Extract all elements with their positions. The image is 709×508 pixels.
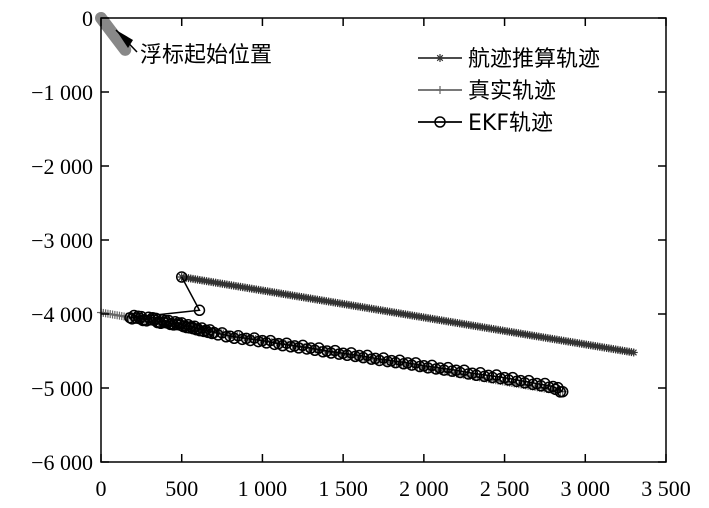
legend-label: EKF轨迹 <box>468 111 553 136</box>
start-marker-body <box>95 12 132 56</box>
data-point <box>175 271 188 283</box>
legend-label: 真实轨迹 <box>468 79 556 104</box>
annotation: 浮标起始位置 <box>115 29 272 68</box>
annotation-text: 浮标起始位置 <box>140 43 272 68</box>
annotation-arrowhead <box>116 30 133 48</box>
data-point <box>349 350 361 363</box>
x-tick-label: 0 <box>96 476 107 501</box>
data-point <box>478 370 491 383</box>
data-point <box>128 309 140 322</box>
data-point <box>268 338 281 351</box>
data-point <box>142 311 155 324</box>
legend-marker <box>436 86 444 94</box>
plot-layer <box>95 12 638 398</box>
x-tick-label: 1 500 <box>318 476 368 501</box>
plot-frame <box>100 17 667 463</box>
legend-item: 航迹推算轨迹 <box>418 47 600 72</box>
y-tick-label: 0 <box>82 6 93 31</box>
data-point <box>317 346 329 358</box>
data-point <box>220 331 232 343</box>
y-tick-label: −5 000 <box>31 376 93 401</box>
series-2 <box>124 271 569 398</box>
data-point <box>430 363 442 375</box>
y-tick-label: −1 000 <box>31 80 93 105</box>
x-tick-label: 3 000 <box>561 476 611 501</box>
data-point <box>365 353 378 365</box>
data-point <box>236 333 248 346</box>
data-point <box>397 358 410 370</box>
data-point <box>264 334 277 347</box>
y-tick-label: −3 000 <box>31 228 93 253</box>
data-point <box>543 381 555 394</box>
data-point <box>301 343 313 355</box>
data-point <box>410 357 422 369</box>
data-point <box>523 374 535 387</box>
legend-item: EKF轨迹 <box>418 111 553 136</box>
data-point <box>494 372 507 385</box>
x-tick-label: 2 000 <box>399 476 449 501</box>
legend-marker <box>434 116 446 128</box>
data-point <box>539 377 551 390</box>
data-point <box>381 355 394 368</box>
data-point <box>137 314 149 327</box>
data-point <box>361 349 374 362</box>
data-point <box>458 364 470 376</box>
data-point <box>252 335 265 348</box>
data-point <box>629 348 638 357</box>
data-point <box>284 341 297 353</box>
y-tick-label: −4 000 <box>31 302 93 327</box>
x-tick-label: 1 000 <box>238 476 288 501</box>
x-tick-label: 3 500 <box>641 476 691 501</box>
data-point <box>414 360 426 373</box>
data-point <box>446 365 458 377</box>
legend-item: 真实轨迹 <box>418 79 556 104</box>
legend-marker <box>436 54 444 62</box>
axis-layer: 0 500 1 000 1 500 2 000 2 500 3 000 3 500 0 −1 00… <box>31 6 691 501</box>
y-tick-label: −2 000 <box>31 154 93 179</box>
data-point <box>462 368 474 380</box>
data-point <box>554 386 567 398</box>
legend-label: 航迹推算轨迹 <box>468 47 600 72</box>
y-tick-label: −6 000 <box>31 450 93 475</box>
data-point <box>527 378 539 391</box>
data-point <box>506 371 519 384</box>
data-point <box>216 327 228 339</box>
x-tick-label: 2 500 <box>480 476 530 501</box>
series-0 <box>177 273 638 357</box>
data-point <box>510 375 523 388</box>
data-point <box>333 348 345 360</box>
start-marker <box>95 12 132 56</box>
data-point <box>193 304 206 317</box>
x-tick-label: 500 <box>165 476 198 501</box>
data-point <box>313 342 325 354</box>
